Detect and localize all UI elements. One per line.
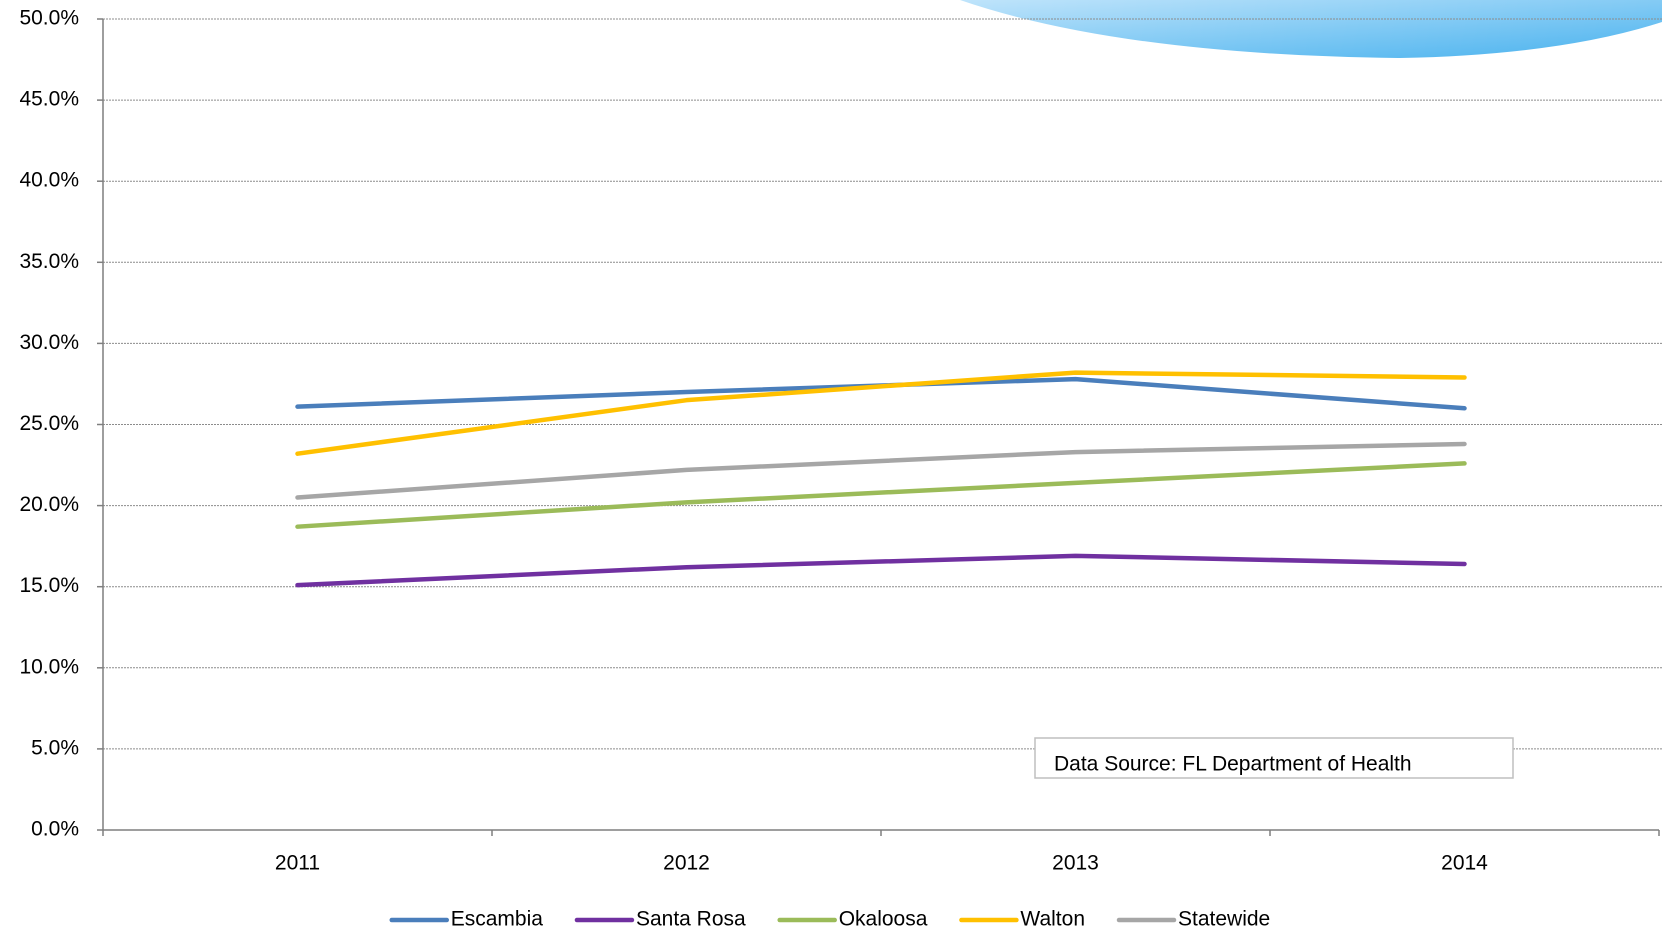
legend-label: Okaloosa xyxy=(839,908,928,931)
series-line xyxy=(295,461,1467,529)
y-tick-label: 25.0% xyxy=(19,412,79,435)
annotation-box xyxy=(1034,737,1514,779)
legend-item: Okaloosa xyxy=(777,908,928,931)
y-tick-label: 5.0% xyxy=(31,736,79,759)
legend-label: Santa Rosa xyxy=(636,908,746,931)
x-tick-label: 2011 xyxy=(275,852,320,875)
legend-label: Statewide xyxy=(1178,908,1270,931)
y-tick-label: 10.0% xyxy=(19,655,79,678)
y-tick-label: 45.0% xyxy=(19,88,79,111)
legend-label: Walton xyxy=(1020,908,1085,931)
y-tick-label: 50.0% xyxy=(19,7,79,30)
series-line xyxy=(295,376,1467,411)
series-line xyxy=(295,553,1467,588)
y-tick-label: 35.0% xyxy=(19,250,79,273)
y-tick-label: 40.0% xyxy=(19,169,79,192)
y-tick-label: 0.0% xyxy=(31,818,79,841)
y-tick-label: 15.0% xyxy=(19,574,79,597)
plot-area xyxy=(295,370,1467,588)
x-tick-label: 2014 xyxy=(1441,852,1488,875)
legend-item: Santa Rosa xyxy=(574,908,746,931)
legend: Escambia Santa Rosa Okaloosa Walton Statewid… xyxy=(389,908,1270,931)
grid: 0.0% 5.0% 10.0% 15.0% 20.0% 25.0% 30.0% 35.0% 40… xyxy=(19,7,1662,875)
legend-item: Walton xyxy=(959,908,1085,931)
y-tick-label: 30.0% xyxy=(19,331,79,354)
legend-label: Escambia xyxy=(451,908,544,931)
legend-item: Statewide xyxy=(1116,908,1270,931)
x-tick-label: 2012 xyxy=(663,852,710,875)
decoration-swoosh xyxy=(960,0,1662,58)
y-tick-label: 20.0% xyxy=(19,493,79,516)
series-line xyxy=(295,370,1467,456)
annotation: Data Source: FL Department of Health xyxy=(1054,753,1412,776)
series-line xyxy=(295,441,1467,500)
legend-item: Escambia xyxy=(389,908,544,931)
x-tick-label: 2013 xyxy=(1052,852,1099,875)
